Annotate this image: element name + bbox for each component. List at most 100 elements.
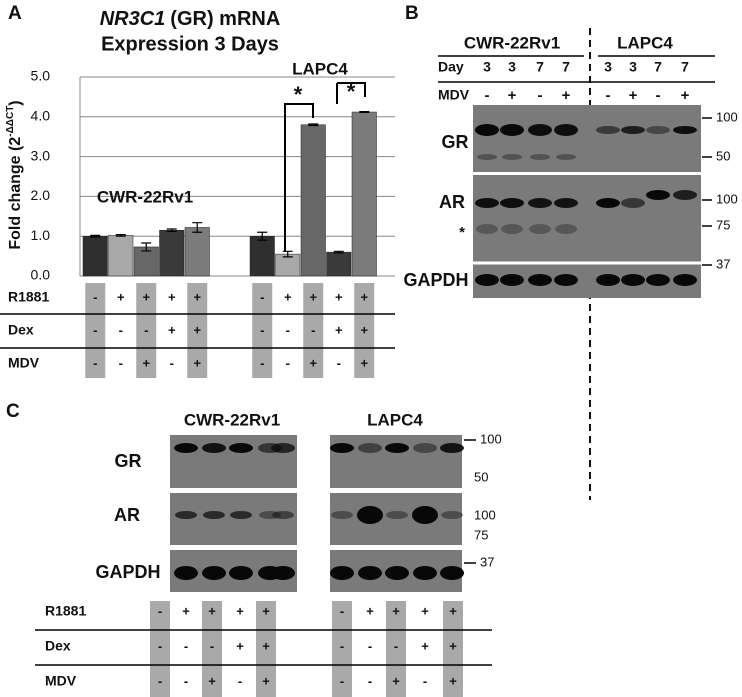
sign: +	[335, 322, 343, 337]
band	[175, 511, 197, 519]
sign: +	[262, 673, 270, 688]
band	[554, 274, 578, 286]
y-tick-label: 2.0	[31, 187, 51, 203]
sign: +	[392, 673, 400, 688]
sign: -	[119, 322, 123, 337]
y-axis-label: Fold change (2-ΔΔCT)	[5, 100, 25, 249]
band	[528, 198, 552, 208]
band	[501, 224, 523, 234]
sign: +	[168, 322, 176, 337]
band	[412, 506, 438, 524]
band	[358, 443, 382, 453]
table-shade	[252, 283, 273, 378]
sign: +	[309, 289, 317, 304]
sign: +	[142, 355, 150, 370]
day: 3	[508, 59, 516, 75]
sign: -	[93, 289, 97, 304]
bar	[300, 124, 326, 277]
day: 3	[629, 59, 637, 75]
error-bar	[333, 250, 344, 254]
bar	[249, 235, 275, 277]
error-bar	[141, 242, 152, 252]
band	[475, 124, 499, 136]
table-shade	[150, 601, 170, 697]
band	[646, 274, 670, 286]
sign: +	[392, 603, 400, 618]
sign: -	[337, 355, 341, 370]
blot-label: GR	[115, 451, 142, 471]
table-shade	[256, 601, 276, 697]
panel-label: B	[405, 3, 419, 24]
band	[621, 274, 645, 286]
bar	[326, 251, 352, 277]
band	[621, 126, 645, 134]
blot-label: AR	[439, 192, 465, 212]
sign: +	[421, 638, 429, 653]
sign: +	[309, 355, 317, 370]
sign: -	[260, 289, 264, 304]
row-label: R1881	[45, 603, 86, 619]
sign: +	[208, 673, 216, 688]
cell-line: LAPC4	[617, 33, 673, 52]
day: 3	[604, 59, 612, 75]
blot	[170, 493, 297, 545]
band	[271, 443, 295, 453]
sign: -	[184, 673, 188, 688]
sign: +	[208, 603, 216, 618]
table-shade	[332, 601, 352, 697]
band	[476, 224, 498, 234]
table-shade	[443, 601, 463, 697]
row-label: Day	[438, 59, 464, 75]
sign: +	[262, 638, 270, 653]
y-tick-label: 4.0	[31, 108, 51, 124]
blot	[330, 493, 462, 545]
band	[330, 443, 354, 453]
sign: -	[368, 673, 372, 688]
row-label: MDV	[45, 673, 77, 689]
y-label-sup: -ΔΔCT	[5, 106, 16, 137]
panel-label: C	[6, 401, 20, 422]
band	[554, 124, 578, 136]
band	[413, 443, 437, 453]
band	[229, 443, 253, 453]
sign: +	[142, 289, 150, 304]
sign: +	[366, 603, 374, 618]
sign: +	[117, 289, 125, 304]
row-label: R1881	[8, 289, 49, 305]
band	[530, 154, 550, 160]
row-label: MDV	[438, 87, 470, 103]
sign: +	[284, 289, 292, 304]
group-label: CWR-22Rv1	[97, 187, 193, 206]
y-label-end: )	[7, 100, 24, 105]
mdv-sign: +	[681, 87, 690, 104]
title-gene: NR3C1	[100, 8, 166, 30]
sign: -	[210, 638, 214, 653]
y-label-text: Fold change (2	[7, 137, 24, 250]
band	[500, 198, 524, 208]
band	[331, 511, 353, 519]
error-bar	[115, 234, 126, 237]
sign: -	[93, 355, 97, 370]
band	[673, 126, 697, 134]
row-label: MDV	[8, 355, 40, 371]
blot-label: GAPDH	[403, 270, 468, 290]
band	[174, 443, 198, 453]
table-shade	[202, 601, 222, 697]
band	[596, 198, 620, 208]
sign: +	[421, 603, 429, 618]
blot-label: GAPDH	[95, 562, 160, 582]
band	[174, 566, 198, 580]
marker: 100	[716, 191, 738, 206]
band	[272, 511, 294, 519]
cell-line: LAPC4	[367, 410, 423, 429]
annotation: *	[294, 82, 303, 107]
error-bar	[166, 228, 177, 233]
day: 3	[483, 59, 491, 75]
mdv-sign: -	[538, 87, 543, 104]
band	[386, 511, 408, 519]
band	[203, 511, 225, 519]
marker: 50	[474, 469, 488, 484]
mdv-sign: -	[606, 87, 611, 104]
table-shade	[85, 283, 106, 378]
